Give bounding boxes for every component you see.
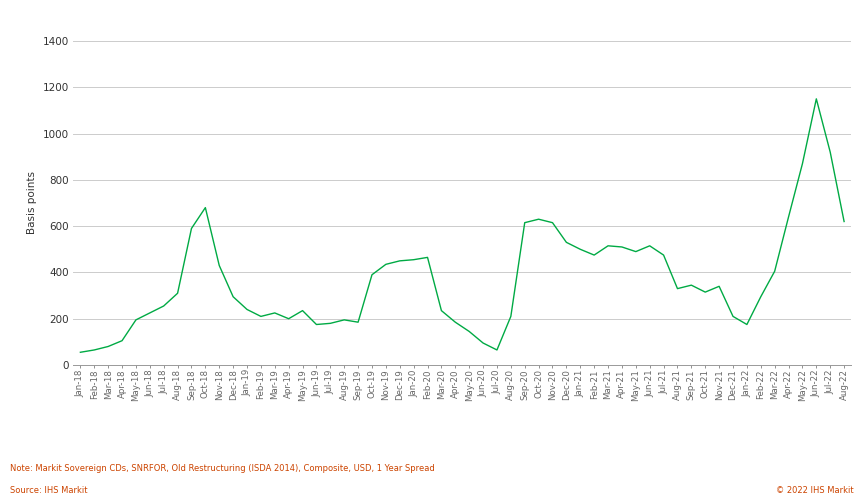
Text: Source: IHS Markit: Source: IHS Markit [10,486,88,495]
Text: Note: Markit Sovereign CDs, SNRFOR, Old Restructuring (ISDA 2014), Composite, US: Note: Markit Sovereign CDs, SNRFOR, Old … [10,464,435,473]
Y-axis label: Basis points: Basis points [27,172,37,234]
Text: Credit Default Swap, Composite, 1 Year Spread - Turkey: Credit Default Swap, Composite, 1 Year S… [10,13,472,28]
Text: © 2022 IHS Markit: © 2022 IHS Markit [776,486,854,495]
